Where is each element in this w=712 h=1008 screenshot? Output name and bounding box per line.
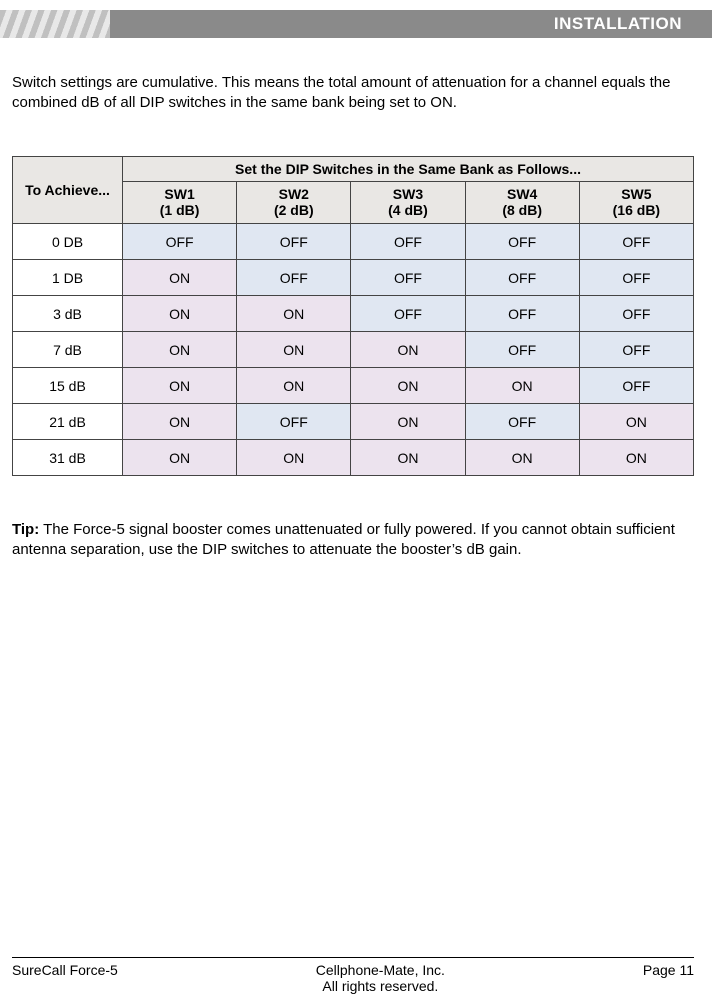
sw-cell: ON (123, 332, 237, 368)
sw-cell: ON (237, 332, 351, 368)
col-header-sw5: SW5(16 dB) (579, 181, 693, 224)
section-title: INSTALLATION (110, 10, 712, 38)
sw-cell: ON (351, 368, 465, 404)
achieve-cell: 1 DB (13, 260, 123, 296)
header-hatch-decoration (0, 10, 110, 38)
sw-cell: ON (123, 296, 237, 332)
table-row: 1 DBONOFFOFFOFFOFF (13, 260, 694, 296)
footer-center-rights: All rights reserved. (118, 978, 643, 994)
footer-left: SureCall Force-5 (12, 962, 118, 994)
sw-cell: ON (237, 296, 351, 332)
sw-cell: OFF (579, 332, 693, 368)
sw-cell: ON (579, 440, 693, 476)
sw-cell: ON (351, 404, 465, 440)
sw-cell: OFF (465, 296, 579, 332)
header-bar: INSTALLATION (0, 10, 712, 38)
sw-cell: OFF (237, 404, 351, 440)
tip-paragraph: Tip: The Force-5 signal booster comes un… (12, 520, 694, 561)
tip-label: Tip: (12, 521, 39, 538)
table-row: 15 dBONONONONOFF (13, 368, 694, 404)
col-header-sw1: SW1(1 dB) (123, 181, 237, 224)
sw-cell: ON (123, 260, 237, 296)
sw-cell: ON (123, 404, 237, 440)
achieve-cell: 0 DB (13, 224, 123, 260)
achieve-cell: 7 dB (13, 332, 123, 368)
table-row: 31 dBONONONONON (13, 440, 694, 476)
sw-cell: OFF (351, 296, 465, 332)
sw-cell: ON (123, 440, 237, 476)
sw-cell: ON (579, 404, 693, 440)
sw-cell: OFF (465, 260, 579, 296)
table-row: 0 DBOFFOFFOFFOFFOFF (13, 224, 694, 260)
footer-right: Page 11 (643, 962, 694, 994)
sw-cell: OFF (123, 224, 237, 260)
achieve-cell: 21 dB (13, 404, 123, 440)
tip-text: The Force-5 signal booster comes unatten… (12, 521, 675, 558)
col-header-sw2: SW2(2 dB) (237, 181, 351, 224)
footer-center-company: Cellphone-Mate, Inc. (118, 962, 643, 978)
intro-paragraph: Switch settings are cumulative. This mea… (12, 73, 694, 114)
sw-cell: OFF (579, 260, 693, 296)
sw-cell: OFF (237, 224, 351, 260)
achieve-cell: 3 dB (13, 296, 123, 332)
sw-cell: OFF (351, 224, 465, 260)
sw-cell: ON (465, 440, 579, 476)
sw-cell: ON (237, 440, 351, 476)
sw-cell: ON (237, 368, 351, 404)
sw-cell: ON (351, 440, 465, 476)
sw-cell: ON (123, 368, 237, 404)
sw-cell: OFF (237, 260, 351, 296)
table-row: 21 dBONOFFONOFFON (13, 404, 694, 440)
sw-cell: ON (465, 368, 579, 404)
achieve-cell: 15 dB (13, 368, 123, 404)
sw-cell: OFF (579, 296, 693, 332)
page-footer: SureCall Force-5 Cellphone-Mate, Inc. Al… (12, 957, 694, 994)
sw-cell: OFF (465, 332, 579, 368)
col-header-sw3: SW3(4 dB) (351, 181, 465, 224)
sw-cell: OFF (465, 404, 579, 440)
col-header-bank: Set the DIP Switches in the Same Bank as… (123, 156, 694, 181)
col-header-achieve: To Achieve... (13, 156, 123, 224)
table-row: 7 dBONONONOFFOFF (13, 332, 694, 368)
table-row: 3 dBONONOFFOFFOFF (13, 296, 694, 332)
sw-cell: OFF (465, 224, 579, 260)
sw-cell: ON (351, 332, 465, 368)
achieve-cell: 31 dB (13, 440, 123, 476)
sw-cell: OFF (579, 368, 693, 404)
sw-cell: OFF (351, 260, 465, 296)
sw-cell: OFF (579, 224, 693, 260)
dip-switch-table: To Achieve... Set the DIP Switches in th… (12, 156, 694, 477)
col-header-sw4: SW4(8 dB) (465, 181, 579, 224)
